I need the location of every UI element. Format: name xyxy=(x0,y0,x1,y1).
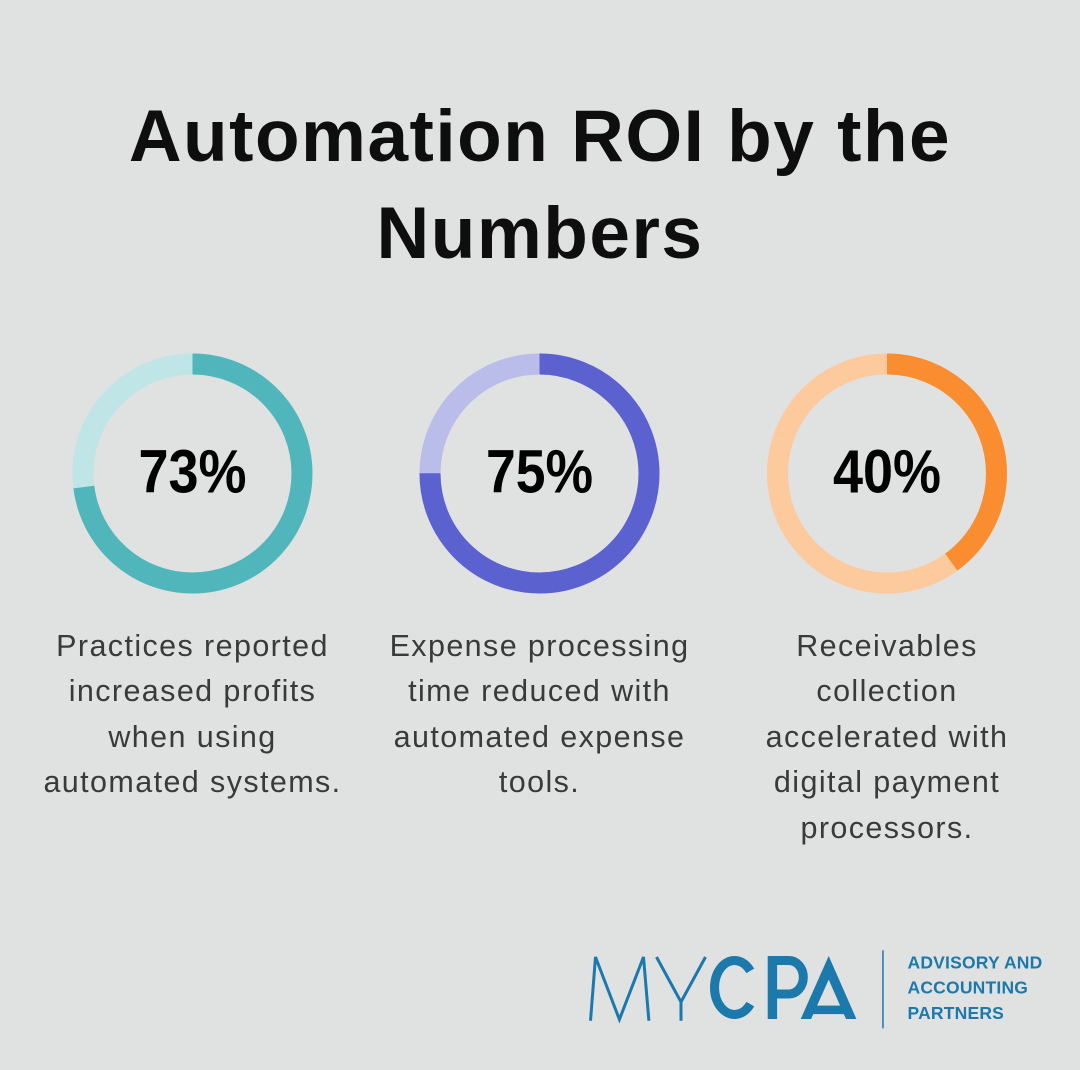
svg-text:ACCOUNTING: ACCOUNTING xyxy=(908,978,1029,998)
svg-text:40%: 40% xyxy=(833,438,941,506)
svg-text:PARTNERS: PARTNERS xyxy=(908,1003,1005,1023)
svg-text:73%: 73% xyxy=(139,438,247,506)
svg-text:75%: 75% xyxy=(486,438,593,506)
svg-text:ADVISORY AND: ADVISORY AND xyxy=(908,953,1043,973)
